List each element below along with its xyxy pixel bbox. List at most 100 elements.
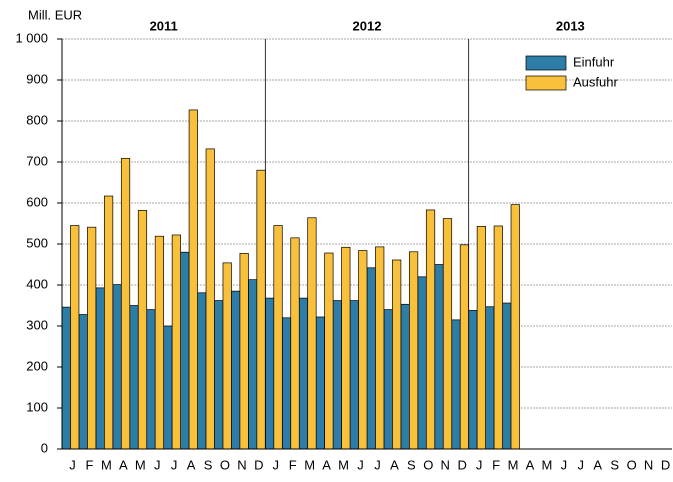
bar <box>417 276 427 450</box>
x-tick-label: M <box>304 457 315 472</box>
y-tick-label: 300 <box>26 317 48 332</box>
y-tick-label: 800 <box>26 112 48 127</box>
bar <box>485 306 495 450</box>
x-tick-label: J <box>273 457 280 472</box>
x-tick-label: N <box>441 457 450 472</box>
x-tick-label: J <box>154 457 161 472</box>
bar <box>87 226 97 450</box>
x-tick-label: J <box>171 457 178 472</box>
x-tick-label: O <box>423 457 433 472</box>
x-tick-label: F <box>289 457 297 472</box>
y-tick-label: 1 000 <box>15 30 48 45</box>
bar <box>120 157 131 450</box>
bar <box>341 246 351 450</box>
bar <box>154 235 165 450</box>
y-tick-label: 400 <box>26 276 48 291</box>
x-tick-label: S <box>407 457 416 472</box>
x-tick-label: J <box>69 457 76 472</box>
x-tick-label: D <box>457 457 466 472</box>
year-label: 2013 <box>556 18 585 33</box>
y-tick-label: 900 <box>26 71 48 86</box>
bar <box>222 262 232 450</box>
legend-label: Ausfuhr <box>573 74 618 89</box>
bar <box>468 310 478 450</box>
bar <box>383 309 393 450</box>
bar <box>214 300 224 450</box>
y-tick-label: 600 <box>26 194 48 209</box>
bar <box>502 302 512 450</box>
y-tick-label: 500 <box>26 235 48 250</box>
y-tick-label: 200 <box>26 358 48 373</box>
bar <box>434 264 444 450</box>
x-tick-label: A <box>526 457 535 472</box>
x-tick-label: M <box>508 457 519 472</box>
bar <box>70 225 80 450</box>
bar <box>307 217 317 450</box>
x-tick-label: A <box>322 457 331 472</box>
y-tick-label: 100 <box>26 399 48 414</box>
x-tick-label: J <box>578 457 585 472</box>
bar <box>451 319 461 450</box>
x-tick-label: S <box>204 457 213 472</box>
bar <box>493 225 503 450</box>
x-tick-label: F <box>492 457 500 472</box>
x-tick-label: A <box>593 457 602 472</box>
x-tick-label: A <box>119 457 128 472</box>
x-tick-label: J <box>374 457 381 472</box>
bar <box>476 226 486 450</box>
bar <box>273 225 283 450</box>
bar <box>366 267 376 450</box>
bar <box>239 253 249 450</box>
bar <box>163 325 173 450</box>
legend-swatch <box>525 75 567 91</box>
bar <box>129 305 139 450</box>
bar <box>104 195 114 450</box>
bar <box>298 297 309 450</box>
x-tick-label: F <box>85 457 93 472</box>
x-tick-label: D <box>254 457 263 472</box>
bar <box>459 244 470 450</box>
y-tick-label: 0 <box>41 440 48 455</box>
bar <box>315 316 325 450</box>
bar <box>290 237 300 450</box>
x-tick-label: J <box>357 457 364 472</box>
bar <box>409 251 419 450</box>
bar <box>264 297 275 450</box>
x-tick-label: N <box>644 457 653 472</box>
bar <box>392 259 402 450</box>
bar <box>188 109 198 450</box>
x-tick-label: S <box>610 457 619 472</box>
x-tick-label: A <box>390 457 399 472</box>
x-tick-label: N <box>237 457 246 472</box>
bar <box>61 306 71 450</box>
y-axis-label: Mill. EUR <box>28 7 82 22</box>
x-tick-label: A <box>187 457 196 472</box>
bar <box>425 209 436 450</box>
bar <box>171 234 181 450</box>
bar <box>95 287 105 450</box>
legend-swatch <box>525 55 567 71</box>
year-label: 2011 <box>150 18 178 33</box>
bar <box>349 300 359 450</box>
x-tick-label: O <box>220 457 230 472</box>
bar <box>324 252 334 450</box>
x-tick-label: J <box>561 457 568 472</box>
bar <box>205 148 215 450</box>
bar <box>510 204 520 450</box>
bar <box>375 246 385 450</box>
bar <box>78 314 88 450</box>
x-tick-label: M <box>541 457 552 472</box>
bar <box>231 290 241 450</box>
bar <box>248 279 258 450</box>
bar <box>400 303 410 450</box>
bar <box>137 210 148 450</box>
year-label: 2012 <box>353 18 382 33</box>
bar <box>332 300 342 450</box>
x-tick-label: M <box>101 457 112 472</box>
bar <box>256 169 266 450</box>
x-tick-label: M <box>135 457 146 472</box>
legend-label: Einfuhr <box>573 54 615 69</box>
x-tick-label: J <box>476 457 483 472</box>
bar <box>146 309 156 450</box>
